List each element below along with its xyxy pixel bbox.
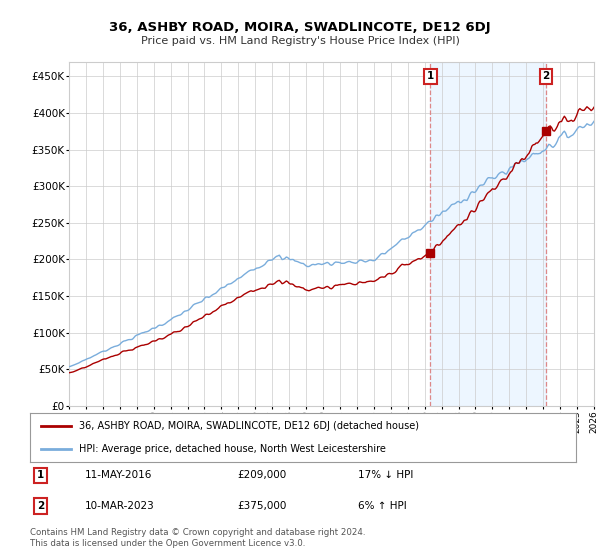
Text: £209,000: £209,000 [238, 470, 287, 480]
Text: Contains HM Land Registry data © Crown copyright and database right 2024.: Contains HM Land Registry data © Crown c… [30, 528, 365, 536]
Text: This data is licensed under the Open Government Licence v3.0.: This data is licensed under the Open Gov… [30, 539, 305, 548]
Text: HPI: Average price, detached house, North West Leicestershire: HPI: Average price, detached house, Nort… [79, 444, 386, 454]
Text: 1: 1 [37, 470, 44, 480]
Text: 1: 1 [427, 71, 434, 81]
Text: 10-MAR-2023: 10-MAR-2023 [85, 501, 154, 511]
Text: 2: 2 [542, 71, 550, 81]
Text: 36, ASHBY ROAD, MOIRA, SWADLINCOTE, DE12 6DJ: 36, ASHBY ROAD, MOIRA, SWADLINCOTE, DE12… [109, 21, 491, 34]
Text: 2: 2 [37, 501, 44, 511]
Text: £375,000: £375,000 [238, 501, 287, 511]
Text: 6% ↑ HPI: 6% ↑ HPI [358, 501, 406, 511]
Text: Price paid vs. HM Land Registry's House Price Index (HPI): Price paid vs. HM Land Registry's House … [140, 36, 460, 46]
Text: 11-MAY-2016: 11-MAY-2016 [85, 470, 152, 480]
Text: 17% ↓ HPI: 17% ↓ HPI [358, 470, 413, 480]
Bar [430, 62, 546, 406]
Text: 36, ASHBY ROAD, MOIRA, SWADLINCOTE, DE12 6DJ (detached house): 36, ASHBY ROAD, MOIRA, SWADLINCOTE, DE12… [79, 421, 419, 431]
